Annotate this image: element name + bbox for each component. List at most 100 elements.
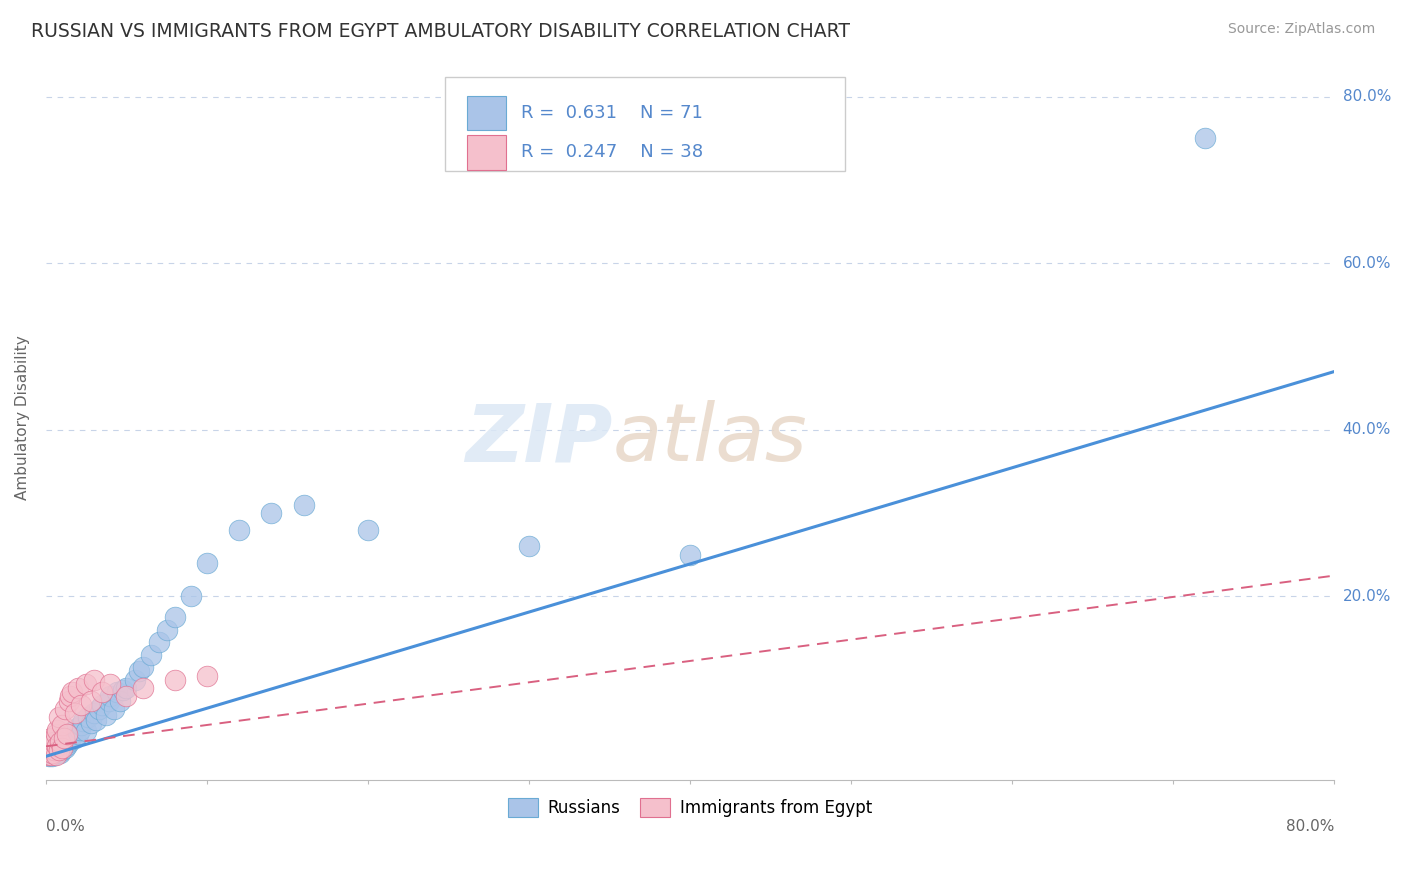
Point	[63, 706, 86, 720]
Point	[163, 610, 186, 624]
Text: RUSSIAN VS IMMIGRANTS FROM EGYPT AMBULATORY DISABILITY CORRELATION CHART: RUSSIAN VS IMMIGRANTS FROM EGYPT AMBULAT…	[31, 22, 851, 41]
Point	[87, 702, 110, 716]
Point	[84, 713, 107, 727]
Text: 20.0%: 20.0%	[1343, 589, 1391, 604]
Point	[139, 648, 162, 662]
Point	[41, 741, 63, 756]
Point	[357, 523, 380, 537]
Point	[48, 745, 70, 759]
Point	[51, 735, 73, 749]
Point	[83, 706, 105, 720]
Point	[49, 732, 72, 747]
Point	[65, 721, 87, 735]
Point	[517, 540, 540, 554]
Point	[59, 690, 82, 704]
Point	[105, 685, 128, 699]
Point	[69, 723, 91, 737]
Point	[39, 747, 62, 762]
Point	[260, 506, 283, 520]
Point	[53, 741, 76, 756]
Point	[163, 673, 186, 687]
Point	[56, 727, 79, 741]
Text: Source: ZipAtlas.com: Source: ZipAtlas.com	[1227, 22, 1375, 37]
Point	[62, 724, 84, 739]
Point	[45, 741, 67, 756]
Point	[60, 685, 83, 699]
Point	[51, 718, 73, 732]
Point	[67, 727, 90, 741]
FancyBboxPatch shape	[467, 135, 506, 169]
Point	[100, 690, 122, 704]
Text: 80.0%: 80.0%	[1343, 89, 1391, 104]
Point	[128, 665, 150, 679]
Text: 80.0%: 80.0%	[1286, 820, 1334, 835]
Point	[41, 738, 63, 752]
Text: R =  0.631    N = 71: R = 0.631 N = 71	[522, 104, 703, 122]
Point	[42, 743, 65, 757]
Point	[56, 738, 79, 752]
Point	[58, 735, 80, 749]
Point	[59, 732, 82, 747]
Point	[37, 747, 59, 762]
Point	[41, 745, 63, 759]
Point	[39, 741, 62, 756]
Point	[80, 693, 103, 707]
Point	[48, 743, 70, 757]
Point	[49, 746, 72, 760]
Point	[58, 693, 80, 707]
Point	[72, 714, 94, 729]
Point	[39, 731, 62, 745]
Point	[1194, 131, 1216, 145]
Point	[51, 741, 73, 756]
Point	[108, 693, 131, 707]
Point	[41, 746, 63, 760]
Point	[100, 677, 122, 691]
Text: 0.0%: 0.0%	[46, 820, 84, 835]
Point	[195, 668, 218, 682]
Point	[76, 710, 98, 724]
Point	[292, 498, 315, 512]
Point	[46, 743, 69, 757]
Point	[67, 681, 90, 695]
Point	[45, 746, 67, 760]
Point	[38, 735, 60, 749]
Point	[39, 747, 62, 762]
Point	[39, 743, 62, 757]
Point	[103, 702, 125, 716]
Point	[46, 723, 69, 737]
Point	[48, 738, 70, 752]
Text: R =  0.247    N = 38: R = 0.247 N = 38	[522, 144, 703, 161]
Point	[115, 690, 138, 704]
Point	[52, 731, 75, 745]
Point	[42, 747, 65, 762]
Point	[70, 718, 93, 732]
Point	[75, 724, 97, 739]
Point	[52, 739, 75, 754]
Y-axis label: Ambulatory Disability: Ambulatory Disability	[15, 335, 30, 500]
Point	[195, 556, 218, 570]
Point	[38, 746, 60, 760]
Point	[115, 681, 138, 695]
Point	[48, 710, 70, 724]
Point	[37, 739, 59, 754]
Point	[83, 673, 105, 687]
Point	[51, 743, 73, 757]
Point	[91, 698, 114, 712]
Point	[38, 743, 60, 757]
Point	[52, 731, 75, 745]
Text: ZIP: ZIP	[465, 401, 613, 478]
Point	[42, 743, 65, 757]
Point	[112, 682, 135, 697]
Point	[37, 747, 59, 762]
Point	[228, 523, 250, 537]
Point	[38, 741, 60, 756]
Text: atlas: atlas	[613, 401, 807, 478]
Legend: Russians, Immigrants from Egypt: Russians, Immigrants from Egypt	[501, 791, 879, 823]
Point	[124, 673, 146, 687]
Point	[156, 623, 179, 637]
Point	[70, 698, 93, 712]
Point	[46, 739, 69, 754]
Point	[63, 731, 86, 745]
Point	[38, 749, 60, 764]
Point	[46, 739, 69, 754]
